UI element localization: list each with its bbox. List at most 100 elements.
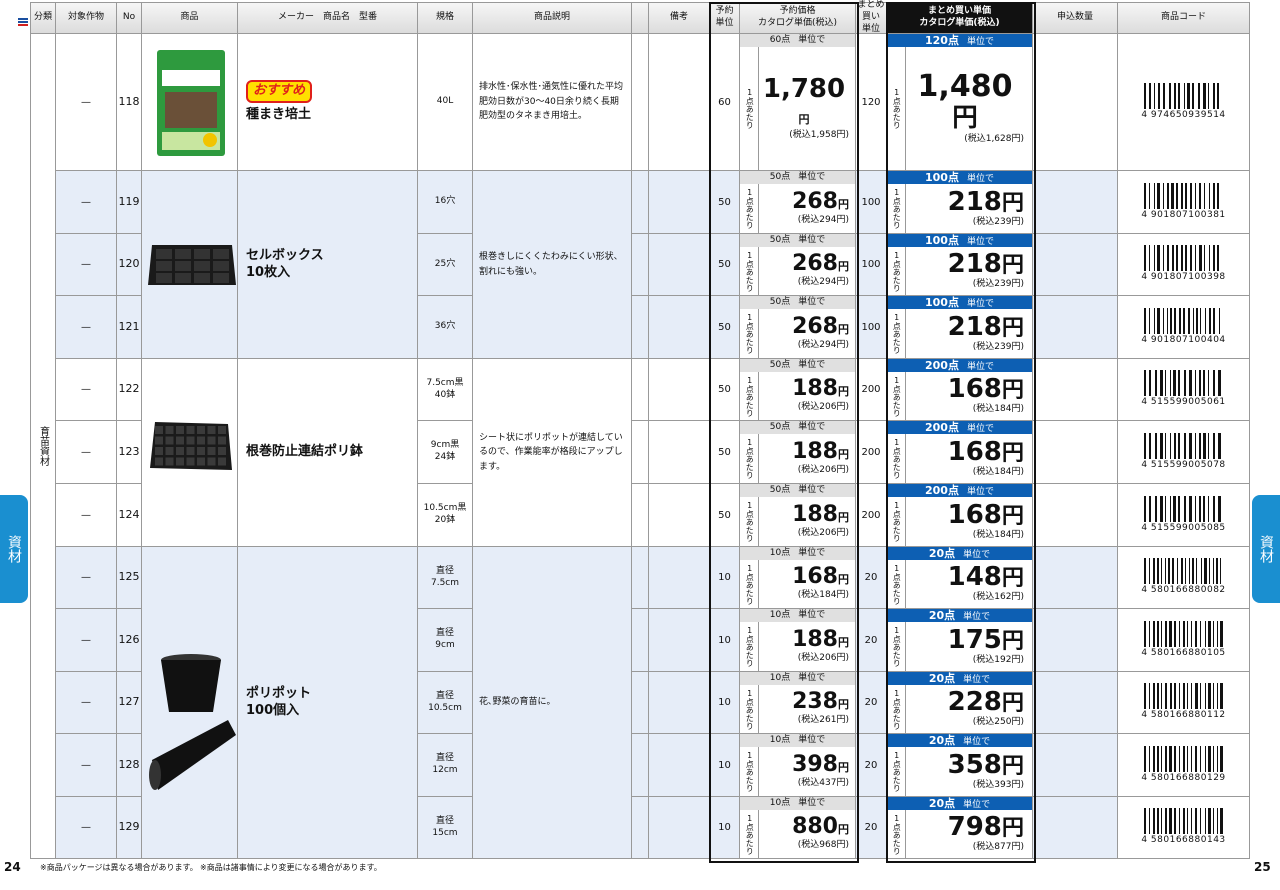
bulk-price-area: 358円 (税込393円)	[906, 747, 1032, 796]
note-cell	[649, 547, 710, 609]
bulk-lot: 100点	[925, 296, 959, 309]
reserve-lot-suffix: 単位で	[798, 35, 826, 45]
yen: 円	[838, 510, 849, 524]
product-name-wrap: セルボックス 10枚入	[246, 248, 324, 282]
header-cell: 予約 単位	[710, 2, 740, 34]
product-name: 根巻防止連結ポリ鉢	[246, 444, 364, 460]
bulk-lot-band: 20点 単位で	[887, 797, 1032, 810]
reserve-price: 168	[792, 564, 838, 590]
side-tab: 資材	[1252, 495, 1280, 603]
no-cell: 120	[117, 234, 142, 296]
reserve-tax: (税込294円)	[797, 339, 849, 350]
footer-note: ※商品パッケージは異なる場合があります。	[40, 863, 198, 872]
bulk-lot-band: 200点 単位で	[887, 359, 1032, 372]
reserve-price: 188	[792, 376, 838, 402]
header-cell	[632, 2, 649, 34]
per-unit-label: 1点あたり	[740, 372, 759, 420]
bulk-price: 218	[947, 249, 1002, 280]
code-text: 4 580166880129	[1141, 772, 1226, 783]
quantity-cell	[1033, 672, 1118, 734]
yen: 円	[1001, 690, 1024, 717]
bulk-price-area: 168円 (税込184円)	[906, 434, 1032, 483]
reserve-tax: (税込206円)	[797, 527, 849, 538]
barcode	[1143, 82, 1219, 109]
reserve-price: 268	[792, 251, 838, 277]
reserve-price-area: 1,780 円 (税込1,958円)	[759, 47, 855, 170]
bulk-price: 798	[947, 812, 1002, 843]
reserve-price-cell: 50点 単位で 1点あたり 268円 (税込294円)	[740, 171, 856, 234]
reserve-price-line: 168円	[792, 566, 849, 588]
reserve-lot-suffix: 単位で	[798, 798, 826, 808]
reserve-tax: (税込437円)	[797, 777, 849, 788]
code-text: 4 580166880112	[1141, 710, 1226, 721]
spec-cell: 10.5cm黒 20鉢	[418, 484, 473, 547]
bulk-price-cell: 100点 単位で 1点あたり 218円 (税込239円)	[887, 171, 1033, 234]
bulk-price-area: 168円 (税込184円)	[906, 497, 1032, 546]
yen: 円	[1001, 752, 1024, 779]
per-unit-label: 1点あたり	[887, 309, 906, 358]
header-cell: 商品コード	[1118, 2, 1250, 34]
crop-cell: —	[56, 609, 117, 672]
bulk-lot-band: 20点 単位で	[887, 734, 1032, 747]
bulk-lot-suffix: 単位で	[963, 612, 991, 622]
bulk-price-cell: 200点 単位で 1点あたり 168円 (税込184円)	[887, 484, 1033, 547]
bulk-price-cell: 20点 単位で 1点あたり 228円 (税込250円)	[887, 672, 1033, 734]
yen: 円	[1001, 815, 1024, 842]
reserve-lot-band: 10点 単位で	[740, 797, 855, 810]
yen: 円	[798, 112, 810, 126]
bulk-price: 168	[947, 499, 1002, 530]
page-number: 25	[1254, 860, 1271, 874]
bulk-price-line: 175円	[948, 627, 1024, 653]
reserve-price-area: 268円 (税込294円)	[759, 309, 855, 358]
reserve-price-cell: 10点 単位で 1点あたり 880円 (税込968円)	[740, 797, 856, 859]
note-cell	[649, 34, 710, 171]
per-unit-text: 1点あたり	[892, 313, 902, 354]
bulk-lot-suffix: 単位で	[963, 737, 991, 747]
reserve-lot: 10点	[769, 798, 791, 808]
note-cell	[649, 484, 710, 547]
bulk-lot-suffix: 単位で	[966, 174, 994, 184]
per-unit-text: 1点あたり	[745, 626, 755, 667]
per-unit-text: 1点あたり	[892, 501, 902, 542]
per-unit-label: 1点あたり	[740, 622, 759, 671]
reserve-price-cell: 10点 単位で 1点あたり 188円 (税込206円)	[740, 609, 856, 672]
yen: 円	[1001, 189, 1024, 216]
crop-cell: —	[56, 797, 117, 859]
product-image-cell	[142, 359, 238, 547]
reserve-unit-cell: 60	[710, 34, 740, 171]
bulk-lot: 120点	[925, 34, 959, 47]
quantity-cell	[1033, 234, 1118, 296]
per-unit-label: 1点あたり	[887, 747, 906, 796]
page-number: 24	[4, 860, 21, 874]
bulk-price-cell: 200点 単位で 1点あたり 168円 (税込184円)	[887, 359, 1033, 421]
bulk-tax: (税込1,628円)	[964, 133, 1024, 144]
reserve-tax: (税込1,958円)	[789, 129, 849, 140]
blank-cell	[632, 234, 649, 296]
reserve-lot-band: 10点 単位で	[740, 609, 855, 622]
reserve-price-line: 268円	[792, 190, 849, 213]
bulk-price: 218	[947, 311, 1002, 342]
bulk-price: 168	[947, 374, 1002, 405]
note-cell	[649, 797, 710, 859]
header-cell: 対象作物	[56, 2, 117, 34]
no-cell: 128	[117, 734, 142, 797]
per-unit-label: 1点あたり	[740, 309, 759, 358]
yen: 円	[838, 573, 849, 587]
bulk-lot: 100点	[925, 171, 959, 184]
description-cell: 根巻きしにくくたわみにくい形状、割れにも強い。	[473, 171, 632, 359]
bulk-lot-band: 20点 単位で	[887, 672, 1032, 685]
header-cell: 分類	[30, 2, 56, 34]
per-unit-text: 1点あたり	[745, 313, 755, 354]
no-cell: 119	[117, 171, 142, 234]
code-text: 4 580166880143	[1141, 835, 1226, 846]
bulk-lot-suffix: 単位で	[966, 424, 994, 434]
bulk-unit-cell: 100	[856, 171, 887, 234]
crop-cell: —	[56, 234, 117, 296]
bulk-lot-suffix: 単位で	[966, 362, 994, 372]
bulk-price-line: 358円	[948, 752, 1024, 778]
per-unit-text: 1点あたり	[892, 751, 902, 792]
footer-note: ※商品は諸事情により変更になる場合があります。	[200, 863, 382, 872]
barcode	[1143, 808, 1223, 835]
blank-cell	[632, 421, 649, 484]
bulk-lot-suffix: 単位で	[963, 800, 991, 810]
